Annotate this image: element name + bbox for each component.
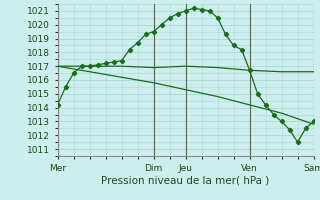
X-axis label: Pression niveau de la mer( hPa ): Pression niveau de la mer( hPa ) <box>101 175 270 185</box>
